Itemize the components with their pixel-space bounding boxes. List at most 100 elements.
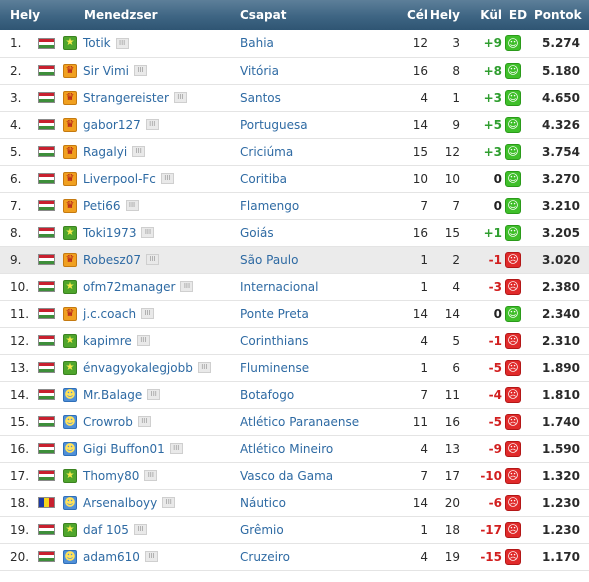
goals-cell: 7 <box>420 198 428 213</box>
manager-info-icon[interactable]: III <box>162 497 176 508</box>
manager-link[interactable]: gabor127 <box>83 117 141 132</box>
manager-info-icon[interactable]: III <box>173 92 187 103</box>
manager-info-icon[interactable]: III <box>141 227 155 238</box>
manager-link[interactable]: adam610 <box>83 549 140 564</box>
manager-info-icon[interactable]: III <box>125 200 139 211</box>
manager-info-icon[interactable]: III <box>141 308 155 319</box>
team-link[interactable]: São Paulo <box>240 252 299 267</box>
difference-cell: 0 <box>493 171 502 186</box>
team-link[interactable]: Ponte Preta <box>240 306 309 321</box>
team-link[interactable]: Atlético Mineiro <box>240 441 334 456</box>
manager-link[interactable]: Arsenalboyy <box>83 495 158 510</box>
manager-link[interactable]: Toki1973 <box>83 225 137 240</box>
manager-link[interactable]: Robesz07 <box>83 252 141 267</box>
manager-info-icon[interactable]: III <box>180 281 194 292</box>
header-goals[interactable]: Cél <box>406 8 428 22</box>
goals-cell: 14 <box>412 117 428 132</box>
points-cell: 4.326 <box>542 117 580 132</box>
manager-info-icon[interactable]: III <box>115 37 129 49</box>
happy-face-icon: ☺ <box>505 224 521 241</box>
manager-info-icon[interactable]: III <box>136 335 150 346</box>
manager-link[interactable]: j.c.coach <box>83 306 137 321</box>
position-cell: 15. <box>10 414 30 429</box>
header-position[interactable]: Hely <box>10 8 41 22</box>
happy-face-icon: ☺ <box>505 35 521 52</box>
manager-info-icon[interactable]: III <box>134 65 148 76</box>
team-link[interactable]: Flamengo <box>240 198 300 213</box>
header-points[interactable]: Pontok <box>534 8 582 22</box>
manager-link[interactable]: ofm72manager <box>83 279 176 294</box>
manager-cell: ♛ Sir Vimi III <box>32 57 240 84</box>
team-link[interactable]: Grêmio <box>240 522 284 537</box>
team-link[interactable]: Atlético Paranaense <box>240 414 360 429</box>
manager-link[interactable]: Mr.Balage <box>83 387 143 402</box>
sad-face-icon: ☹ <box>505 440 521 457</box>
team-cell: Atlético Paranaense <box>240 408 388 435</box>
goals-cell: 12 <box>412 36 428 51</box>
team-link[interactable]: Coritiba <box>240 171 287 186</box>
team-link[interactable]: Corinthians <box>240 333 309 348</box>
goals-cell: 7 <box>420 387 428 402</box>
hungary-flag-icon <box>38 389 55 400</box>
manager-info-icon[interactable]: III <box>145 254 159 265</box>
header-manager[interactable]: Menedzser <box>84 8 158 22</box>
manager-link[interactable]: Strangereister <box>83 90 169 105</box>
difference-cell: -17 <box>480 522 502 537</box>
manager-link[interactable]: Thomy80 <box>83 468 140 483</box>
team-link[interactable]: Criciúma <box>240 144 294 159</box>
manager-link[interactable]: kapimre <box>83 333 132 348</box>
team-link[interactable]: Portuguesa <box>240 117 308 132</box>
crown-badge-icon: ♛ <box>63 63 77 78</box>
header-ed[interactable]: ED <box>508 8 528 22</box>
team-link[interactable]: Internacional <box>240 279 319 294</box>
team-link[interactable]: Náutico <box>240 495 286 510</box>
manager-link[interactable]: Ragalyi <box>83 144 128 159</box>
hungary-flag-icon <box>38 173 55 184</box>
goals-cell: 11 <box>412 414 428 429</box>
place-cell: 7 <box>452 198 460 213</box>
team-link[interactable]: Bahia <box>240 36 274 51</box>
manager-info-icon[interactable]: III <box>145 119 159 130</box>
manager-link[interactable]: Sir Vimi <box>83 63 130 78</box>
header-difference[interactable]: Kül <box>480 8 502 22</box>
manager-link[interactable]: Gigi Buffon01 <box>83 441 165 456</box>
manager-link[interactable]: Totik <box>83 36 111 51</box>
manager-info-icon[interactable]: III <box>160 173 174 184</box>
team-cell: Náutico <box>240 489 388 516</box>
manager-info-icon[interactable]: III <box>147 389 161 400</box>
team-link[interactable]: Cruzeiro <box>240 549 290 564</box>
hungary-flag-icon <box>38 524 55 535</box>
header-team[interactable]: Csapat <box>240 8 287 22</box>
place-cell: 20 <box>444 495 460 510</box>
team-cell: Vasco da Gama <box>240 462 388 489</box>
team-cell: Fluminense <box>240 354 388 381</box>
position-cell: 11. <box>10 306 30 321</box>
manager-info-icon[interactable]: III <box>132 146 146 157</box>
standings-body: 1. ★ Totik III Bahia 12 3 +9 ☺ 5.274 2. ♛ Sir Vimi II… <box>0 30 589 570</box>
manager-link[interactable]: Peti66 <box>83 198 121 213</box>
team-cell: Atlético Mineiro <box>240 435 388 462</box>
goals-cell: 1 <box>420 360 428 375</box>
manager-link[interactable]: Crowrob <box>83 414 133 429</box>
team-link[interactable]: Botafogo <box>240 387 295 402</box>
ed-cell: ☺ <box>502 111 534 138</box>
manager-info-icon[interactable]: III <box>169 443 183 454</box>
team-link[interactable]: Goiás <box>240 225 274 240</box>
team-link[interactable]: Fluminense <box>240 360 310 375</box>
team-link[interactable]: Vitória <box>240 63 279 78</box>
manager-info-icon[interactable]: III <box>144 551 158 562</box>
sad-face-icon: ☹ <box>505 521 521 538</box>
team-link[interactable]: Vasco da Gama <box>240 468 334 483</box>
header-place[interactable]: Hely <box>429 8 460 22</box>
manager-info-icon[interactable]: III <box>137 416 151 427</box>
manager-info-icon[interactable]: III <box>133 524 147 535</box>
manager-link[interactable]: énvagyokalegjobb <box>83 360 193 375</box>
team-link[interactable]: Santos <box>240 90 281 105</box>
manager-link[interactable]: Liverpool-Fc <box>83 171 156 186</box>
manager-link[interactable]: daf 105 <box>83 522 129 537</box>
manager-info-icon[interactable]: III <box>144 470 158 481</box>
manager-info-icon[interactable]: III <box>197 362 211 373</box>
points-cell: 1.890 <box>542 360 580 375</box>
goals-cell: 16 <box>412 63 428 78</box>
place-cell: 13 <box>444 441 460 456</box>
